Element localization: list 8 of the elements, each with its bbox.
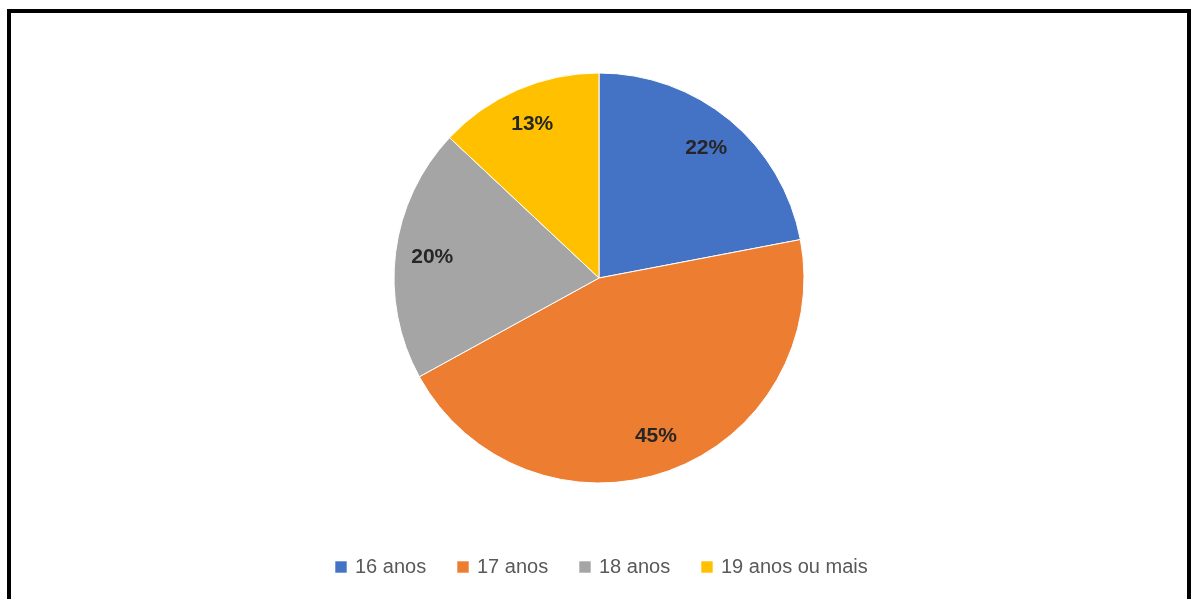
data-label: 45% — [634, 423, 678, 447]
data-label: 20% — [411, 243, 454, 267]
legend-label: 17 anos — [477, 555, 549, 577]
legend-label: 16 anos — [355, 555, 427, 577]
data-label: 13% — [511, 110, 554, 134]
data-label: 22% — [685, 135, 728, 159]
legend-label: 19 anos ou mais — [721, 555, 868, 577]
legend-label: 18 anos — [599, 555, 671, 577]
